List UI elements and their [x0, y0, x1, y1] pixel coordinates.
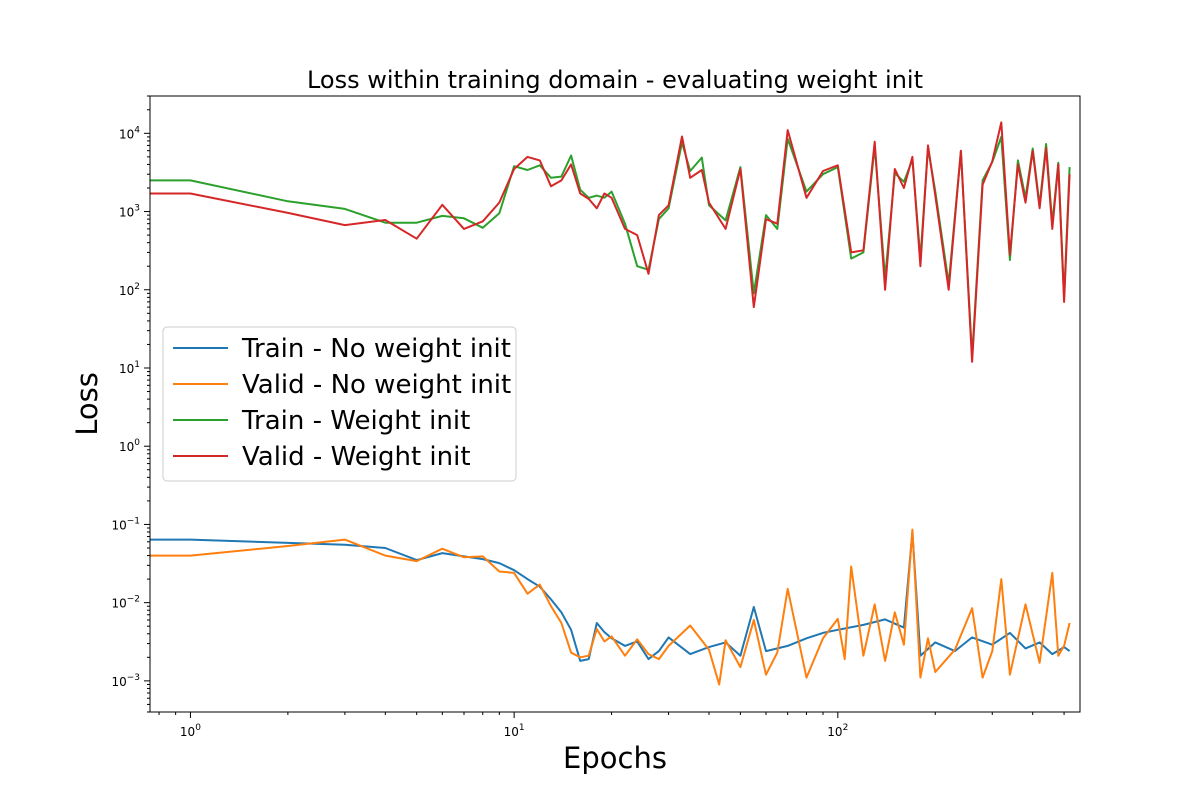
x-axis-ticks: 100 101 102 [158, 712, 1065, 739]
series-line-3 [150, 121, 1071, 363]
x-tick-label: 100 [180, 723, 201, 739]
series-line-2 [150, 135, 1071, 358]
legend-label-valid-no-weight-init: Valid - No weight init [242, 370, 511, 400]
legend-label-valid-weight-init: Valid - Weight init [242, 442, 471, 472]
chart-title: Loss within training domain - evaluating… [307, 66, 923, 94]
y-tick-label: 101 [119, 360, 140, 376]
legend-label-train-weight-init: Train - Weight init [241, 406, 470, 436]
plot-lines [150, 121, 1071, 686]
y-axis-ticks: 10−3 10−2 10−1 100 101 102 103 104 [111, 95, 150, 713]
y-tick-label: 100 [119, 438, 140, 454]
y-tick-label: 10−2 [111, 595, 140, 611]
y-tick-label: 102 [119, 282, 140, 298]
series-line-1 [150, 528, 1071, 686]
y-tick-label: 104 [119, 125, 140, 141]
legend-label-train-no-weight-init: Train - No weight init [241, 334, 511, 364]
y-axis-title: Loss [70, 372, 104, 436]
x-tick-label: 102 [827, 723, 848, 739]
y-tick-label: 10−1 [111, 516, 140, 532]
x-axis-title: Epochs [563, 741, 667, 775]
x-tick-label: 101 [504, 723, 525, 739]
axes-frame [149, 95, 1081, 713]
legend-box [162, 326, 517, 482]
legend: Train - No weight init Valid - No weight… [162, 326, 517, 482]
y-tick-label: 10−3 [111, 673, 140, 689]
y-tick-label: 103 [119, 204, 140, 220]
